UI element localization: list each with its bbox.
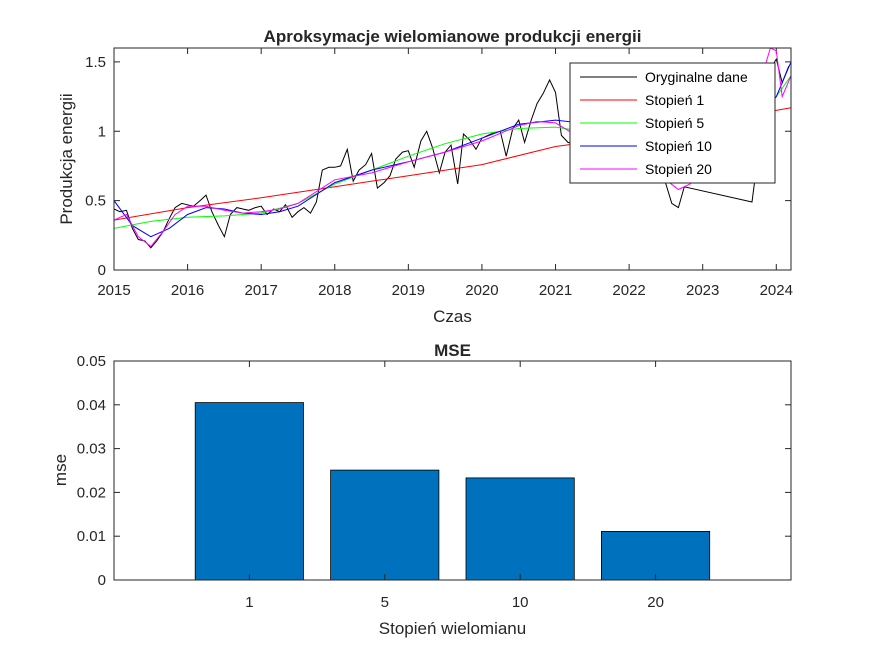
line-chart-title: Aproksymacje wielomianowe produkcji ener…: [264, 27, 642, 46]
bar-y-tick-label: 0.05: [77, 353, 106, 370]
line-y-tick-label: 0: [98, 262, 106, 279]
bar-x-tick-label: 20: [647, 594, 664, 611]
line-chart-ylabel: Produkcja energii: [57, 93, 76, 224]
legend-label: Stopień 20: [645, 161, 712, 177]
line-x-tick-label: 2016: [171, 282, 204, 299]
bar-x-tick-label: 10: [512, 594, 529, 611]
line-chart-xlabel: Czas: [433, 307, 472, 326]
bar-y-tick-label: 0.03: [77, 441, 106, 458]
bar-10: [465, 477, 575, 581]
legend-label: Stopień 1: [645, 92, 704, 108]
line-x-tick-label: 2022: [612, 282, 645, 299]
series-line-0: [114, 57, 790, 249]
line-x-tick-label: 2017: [244, 282, 277, 299]
line-x-tick-label: 2019: [392, 282, 425, 299]
bar-5: [330, 469, 440, 581]
legend-label: Stopień 10: [645, 138, 712, 154]
bar-y-tick-label: 0.04: [77, 397, 106, 414]
line-y-tick-label: 1: [98, 123, 106, 140]
bar-x-tick-label: 1: [245, 594, 253, 611]
bar-y-tick-label: 0.02: [77, 484, 106, 501]
line-x-tick-label: 2018: [318, 282, 351, 299]
bar-y-tick-label: 0.01: [77, 528, 106, 545]
line-x-tick-label: 2015: [97, 282, 130, 299]
line-chart-frame: [113, 47, 792, 271]
bar-1: [194, 402, 304, 581]
legend: Oryginalne dane Stopień 1 Stopień 5 Stopień…: [569, 62, 776, 184]
bar-y-tick-label: 0: [98, 572, 106, 589]
bar-chart-ylabel: mse: [51, 454, 70, 486]
line-x-tick-label: 2023: [686, 282, 719, 299]
bar-chart-title: MSE: [434, 341, 471, 360]
bar-chart-xlabel: Stopień wielomianu: [379, 619, 526, 638]
line-y-tick-label: 0.5: [85, 193, 106, 210]
legend-label: Oryginalne dane: [645, 69, 748, 85]
line-y-tick-label: 1.5: [85, 54, 106, 71]
legend-label: Stopień 5: [645, 115, 704, 131]
bar-20: [601, 531, 711, 581]
line-x-tick-label: 2024: [760, 282, 793, 299]
line-chart-axes: Aproksymacje wielomianowe produkcji ener…: [57, 27, 793, 326]
bar-chart-axes: MSE Stopień wielomianu mse 1 5 10 20 0 0.01 0.…: [51, 341, 792, 638]
bar-chart-frame: [113, 360, 792, 581]
line-x-tick-label: 2020: [465, 282, 498, 299]
line-x-tick-label: 2021: [539, 282, 572, 299]
bar-x-tick-label: 5: [381, 594, 389, 611]
